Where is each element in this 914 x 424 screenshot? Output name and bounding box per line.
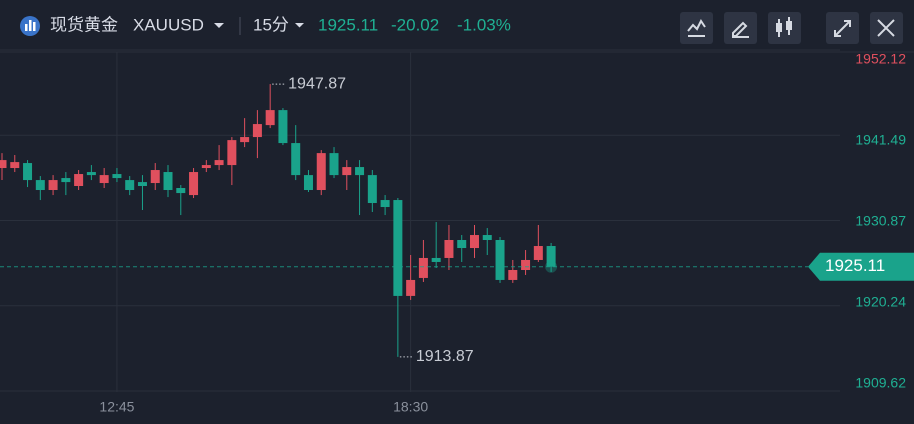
y-tick-label: 1941.49 bbox=[855, 132, 906, 148]
indicator-button[interactable] bbox=[680, 12, 713, 44]
interval[interactable]: 15分 bbox=[253, 15, 289, 34]
candle-body bbox=[201, 165, 211, 169]
candle-body bbox=[176, 188, 186, 194]
symbol-icon bbox=[20, 16, 40, 36]
candle-body bbox=[23, 163, 33, 181]
candle-body bbox=[521, 259, 531, 271]
y-tick-label: 1920.24 bbox=[855, 294, 906, 310]
candle-body bbox=[406, 279, 416, 296]
y-tick-label: 1930.87 bbox=[855, 213, 906, 229]
candle-body bbox=[10, 162, 20, 169]
current-price-glow bbox=[545, 260, 558, 273]
candle-body bbox=[48, 180, 58, 191]
price-change: -20.02 bbox=[391, 15, 439, 34]
candle-body bbox=[189, 172, 199, 196]
candle-body bbox=[303, 175, 313, 191]
candle-body bbox=[291, 143, 301, 176]
candle-type-button[interactable] bbox=[768, 12, 801, 44]
y-tick-label: 1909.62 bbox=[855, 375, 906, 391]
candle-body bbox=[508, 270, 518, 280]
symbol-code[interactable]: XAUUSD bbox=[133, 15, 204, 34]
candle-body bbox=[278, 110, 288, 144]
candle-body bbox=[380, 200, 390, 208]
candle-body bbox=[35, 180, 45, 191]
candle-body bbox=[457, 239, 467, 249]
candle-body bbox=[342, 167, 352, 176]
high-label: 1947.87 bbox=[288, 75, 346, 92]
x-tick-label: 12:45 bbox=[99, 399, 134, 415]
candle-body bbox=[214, 160, 224, 166]
candle-body bbox=[137, 182, 147, 186]
candle-body bbox=[252, 124, 262, 138]
candle-body bbox=[61, 178, 71, 183]
candle-body bbox=[240, 137, 250, 143]
draw-button[interactable] bbox=[724, 12, 757, 44]
candle-body bbox=[418, 257, 428, 278]
symbol-dropdown[interactable] bbox=[214, 23, 224, 28]
candle-body bbox=[316, 153, 326, 191]
candle-body bbox=[393, 200, 403, 296]
candle-body bbox=[329, 153, 339, 176]
candle-body bbox=[444, 239, 454, 258]
candle-body bbox=[355, 167, 365, 176]
candle-body bbox=[99, 175, 109, 184]
current-price-tag-label: 1925.11 bbox=[825, 256, 885, 275]
symbol-name[interactable]: 现货黄金 bbox=[50, 15, 118, 34]
y-tick-label: 1952.12 bbox=[855, 51, 906, 67]
last-price: 1925.11 bbox=[318, 15, 378, 34]
candle-body bbox=[469, 235, 479, 249]
candle-body bbox=[125, 180, 135, 191]
candle-body bbox=[74, 174, 84, 186]
interval-dropdown[interactable] bbox=[295, 23, 304, 28]
close-button[interactable] bbox=[870, 12, 903, 44]
candle-body bbox=[482, 235, 492, 240]
candle-body bbox=[163, 172, 173, 191]
candle-body bbox=[150, 170, 160, 184]
candle-body bbox=[86, 172, 96, 176]
candle-body bbox=[112, 174, 122, 179]
fullscreen-button[interactable] bbox=[826, 12, 859, 44]
low-label: 1913.87 bbox=[416, 348, 474, 365]
plot-area: 1952.12 1941.49 1930.87 1920.24 1909.62 12:45… bbox=[0, 49, 914, 415]
candle-body bbox=[367, 175, 377, 204]
candle-body bbox=[533, 246, 543, 260]
candle-body bbox=[546, 246, 556, 267]
candle-body bbox=[265, 110, 275, 126]
current-price-tag bbox=[808, 252, 914, 281]
candle-body bbox=[227, 140, 237, 166]
candle-body bbox=[0, 160, 7, 169]
candle-body bbox=[495, 239, 505, 280]
candle-body bbox=[431, 257, 441, 262]
x-tick-label: 18:30 bbox=[393, 399, 428, 415]
percent-change: -1.03% bbox=[457, 15, 511, 34]
